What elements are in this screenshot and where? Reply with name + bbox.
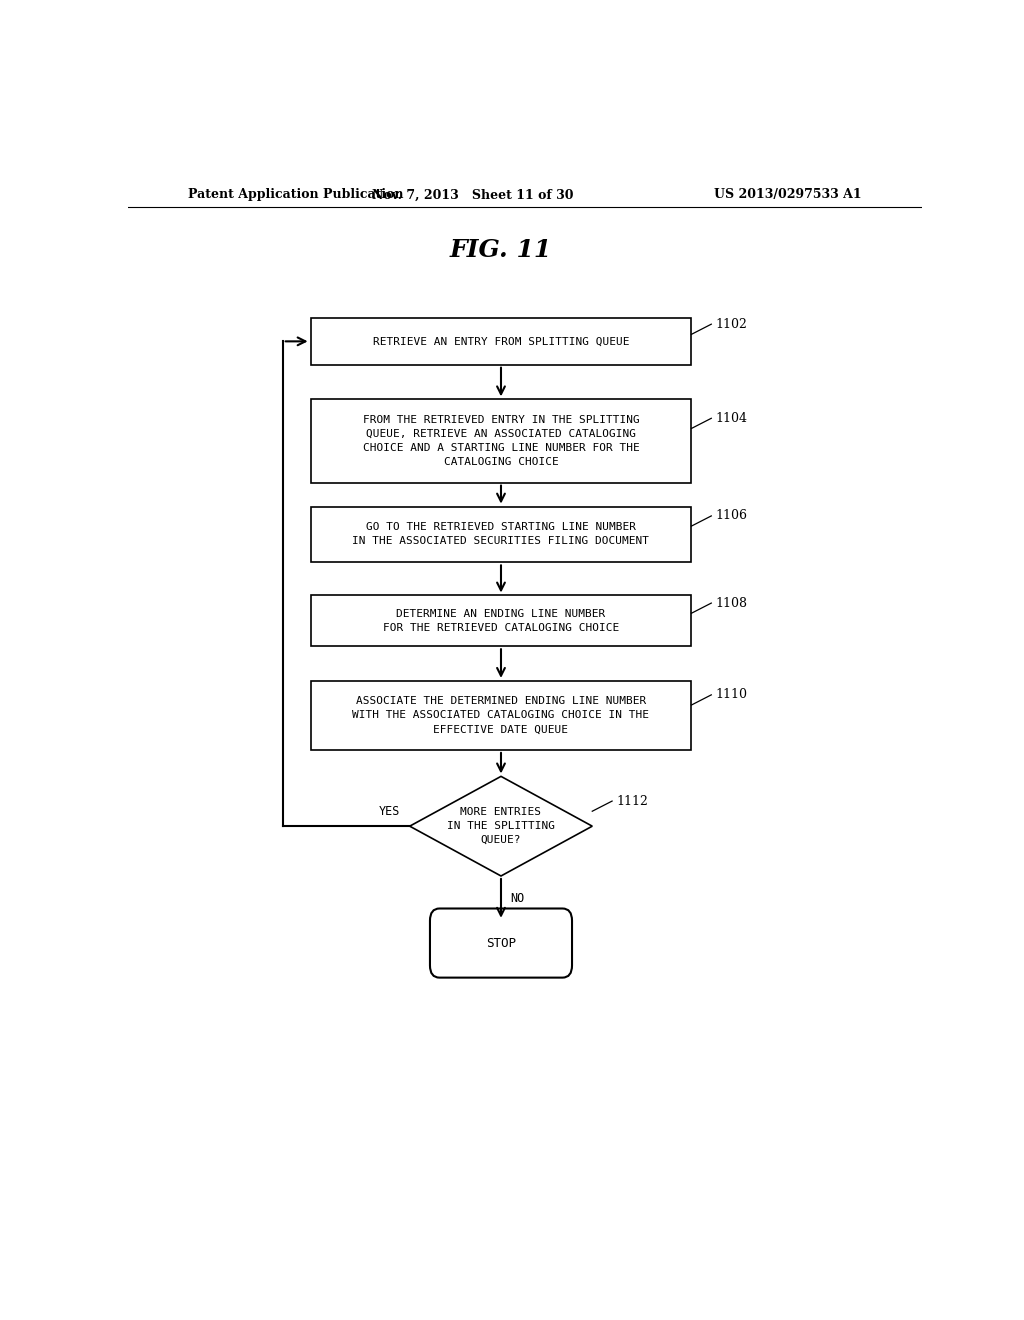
FancyBboxPatch shape [310, 595, 691, 647]
Text: 1110: 1110 [715, 688, 748, 701]
Text: Nov. 7, 2013   Sheet 11 of 30: Nov. 7, 2013 Sheet 11 of 30 [373, 189, 574, 202]
Text: 1102: 1102 [715, 318, 748, 331]
Text: DETERMINE AN ENDING LINE NUMBER
FOR THE RETRIEVED CATALOGING CHOICE: DETERMINE AN ENDING LINE NUMBER FOR THE … [383, 609, 620, 632]
Text: MORE ENTRIES
IN THE SPLITTING
QUEUE?: MORE ENTRIES IN THE SPLITTING QUEUE? [447, 807, 555, 845]
Text: GO TO THE RETRIEVED STARTING LINE NUMBER
IN THE ASSOCIATED SECURITIES FILING DOC: GO TO THE RETRIEVED STARTING LINE NUMBER… [352, 523, 649, 546]
Text: US 2013/0297533 A1: US 2013/0297533 A1 [715, 189, 862, 202]
FancyBboxPatch shape [310, 681, 691, 750]
Text: Patent Application Publication: Patent Application Publication [187, 189, 403, 202]
FancyBboxPatch shape [310, 507, 691, 562]
Text: FIG. 11: FIG. 11 [450, 238, 552, 261]
FancyBboxPatch shape [310, 399, 691, 483]
Text: ASSOCIATE THE DETERMINED ENDING LINE NUMBER
WITH THE ASSOCIATED CATALOGING CHOIC: ASSOCIATE THE DETERMINED ENDING LINE NUM… [352, 697, 649, 734]
Text: NO: NO [511, 892, 524, 904]
Text: RETRIEVE AN ENTRY FROM SPLITTING QUEUE: RETRIEVE AN ENTRY FROM SPLITTING QUEUE [373, 337, 629, 346]
Text: FROM THE RETRIEVED ENTRY IN THE SPLITTING
QUEUE, RETRIEVE AN ASSOCIATED CATALOGI: FROM THE RETRIEVED ENTRY IN THE SPLITTIN… [362, 414, 639, 467]
Polygon shape [410, 776, 592, 876]
Text: STOP: STOP [486, 937, 516, 949]
Text: 1106: 1106 [715, 510, 748, 523]
Text: 1104: 1104 [715, 412, 748, 425]
Text: 1112: 1112 [616, 795, 648, 808]
FancyBboxPatch shape [430, 908, 572, 978]
Text: YES: YES [379, 805, 400, 818]
Text: 1108: 1108 [715, 597, 748, 610]
FancyBboxPatch shape [310, 318, 691, 364]
